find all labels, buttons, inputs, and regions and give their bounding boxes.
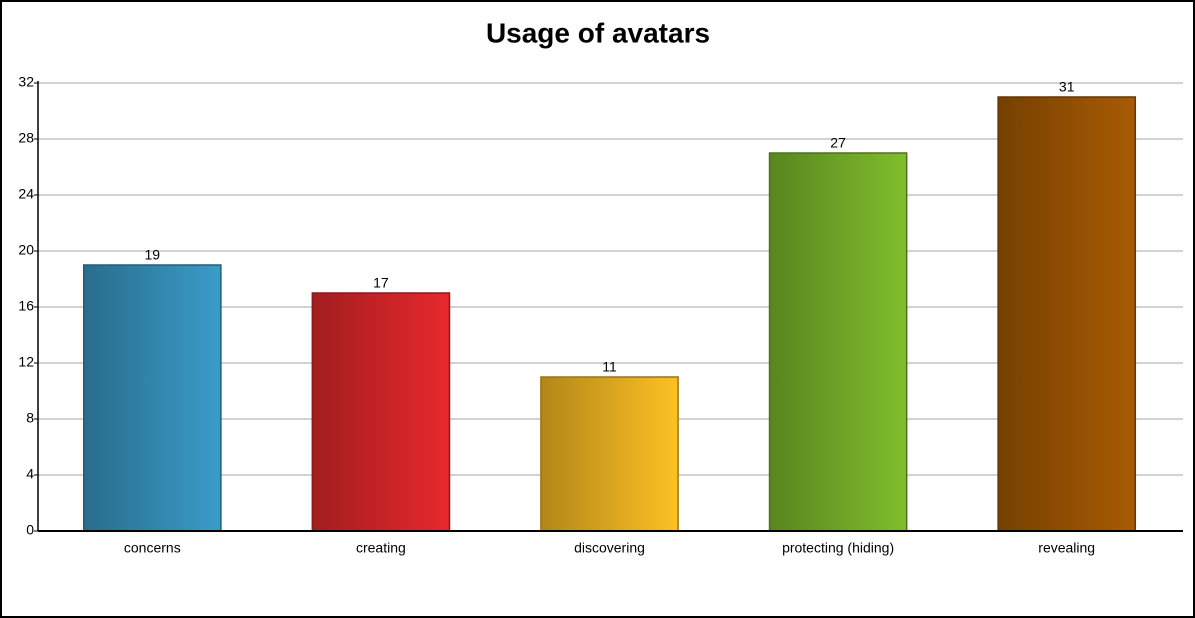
x-tick-label: revealing	[1038, 540, 1095, 556]
x-tick-label: protecting (hiding)	[782, 540, 894, 556]
y-tick-label: 0	[26, 522, 34, 538]
x-tick-label: discovering	[574, 540, 645, 556]
chart-title: Usage of avatars	[486, 17, 710, 48]
bar	[311, 292, 451, 532]
bar	[540, 376, 679, 532]
bar	[768, 152, 908, 532]
y-tick-label: 32	[18, 74, 34, 90]
value-label: 11	[602, 359, 617, 375]
x-tick-label: creating	[356, 540, 406, 556]
value-label: 31	[1059, 79, 1075, 95]
y-tick-label: 24	[18, 186, 34, 202]
bar	[82, 264, 222, 532]
y-tick-label: 4	[26, 466, 34, 482]
y-tick-label: 28	[18, 130, 34, 146]
y-tick-label: 20	[18, 242, 34, 258]
value-label: 27	[830, 135, 846, 151]
y-tick-label: 16	[18, 298, 34, 314]
x-tick-label: concerns	[124, 540, 181, 556]
y-tick-label: 12	[18, 354, 34, 370]
value-label: 19	[145, 247, 161, 263]
bar	[997, 96, 1137, 532]
y-tick-label: 8	[26, 410, 34, 426]
value-label: 17	[373, 275, 389, 291]
